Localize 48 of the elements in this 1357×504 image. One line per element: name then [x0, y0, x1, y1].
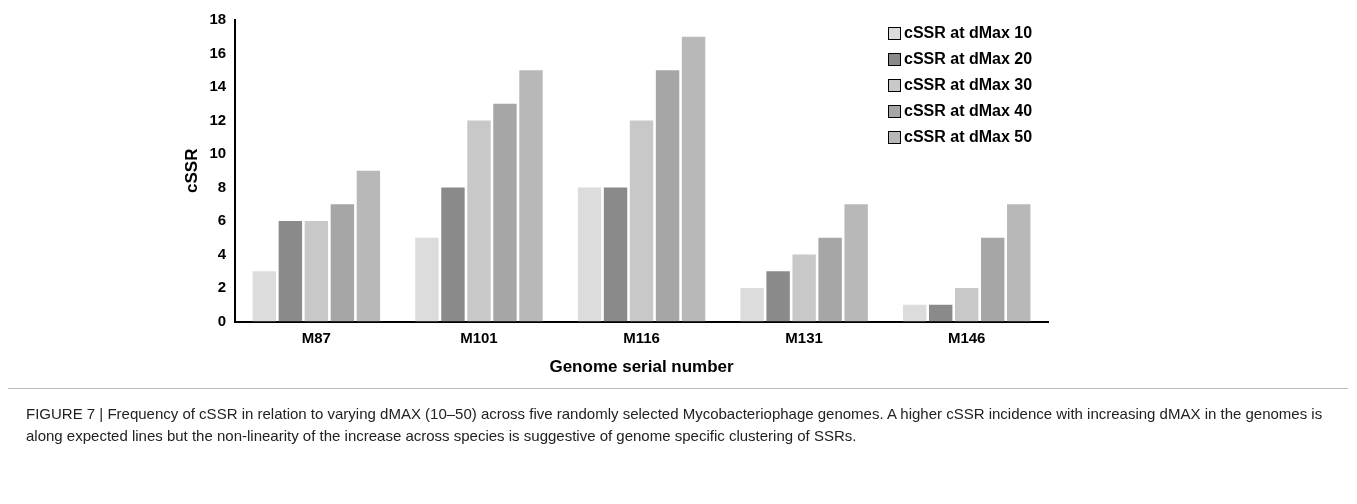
- y-tick-label: 4: [217, 244, 227, 262]
- bar: [278, 221, 303, 322]
- bar: [629, 120, 654, 322]
- y-tick-label: 2: [217, 278, 227, 296]
- x-tick-label: M146: [947, 328, 986, 346]
- bar: [493, 103, 517, 322]
- bar: [304, 221, 329, 322]
- x-tick-label: M87: [301, 328, 331, 346]
- x-tick-label: M101: [460, 328, 498, 346]
- bar: [928, 304, 953, 322]
- bar: [655, 70, 680, 322]
- bar: [441, 187, 465, 322]
- bar: [844, 204, 868, 322]
- bar: [1007, 204, 1031, 322]
- legend-label: cSSR at dMax 20: [904, 49, 1033, 69]
- bar: [955, 288, 979, 322]
- y-tick-label: 10: [209, 144, 227, 162]
- bar: [766, 271, 790, 322]
- y-tick-label: 0: [217, 311, 227, 329]
- legend-label: cSSR at dMax 40: [904, 101, 1033, 121]
- y-tick-label: 14: [209, 77, 227, 95]
- legend-label: cSSR at dMax 30: [904, 75, 1033, 95]
- y-tick-label: 18: [209, 10, 227, 28]
- legend-label: cSSR at dMax 50: [904, 127, 1033, 147]
- x-tick-label: M131: [785, 328, 823, 346]
- bar: [330, 204, 355, 322]
- bar: [252, 271, 277, 322]
- bar: [577, 187, 602, 322]
- bar: [467, 120, 491, 322]
- bar: [603, 187, 628, 322]
- bar: [902, 304, 927, 322]
- y-tick-label: 16: [209, 43, 227, 61]
- bar: [792, 254, 816, 322]
- bar: [981, 237, 1005, 322]
- bar: [519, 70, 543, 322]
- bar: [740, 288, 764, 322]
- x-tick-label: M116: [623, 328, 660, 346]
- y-tick-label: 12: [209, 110, 227, 128]
- bar: [818, 237, 842, 322]
- bar: [681, 36, 706, 322]
- y-tick-label: 6: [217, 211, 227, 229]
- bar: [415, 237, 439, 322]
- y-tick-label: 8: [217, 177, 227, 195]
- x-axis-title: Genome serial number: [549, 357, 735, 377]
- legend-label: cSSR at dMax 10: [904, 23, 1033, 43]
- caption: FIGURE 7 | Frequency of cSSR in relation to varying dMAX (10–50) across five randomly selected Mycobacteriophage genomes. A higher cSSR incidence with increasing dMAX in the genomes is along expected lines but the non-linearity of the increase across species is suggestive of genome specific clustering of SSRs.: [26, 404, 1324, 446]
- bar: [356, 170, 381, 322]
- y-axis-title: cSSR: [181, 148, 201, 194]
